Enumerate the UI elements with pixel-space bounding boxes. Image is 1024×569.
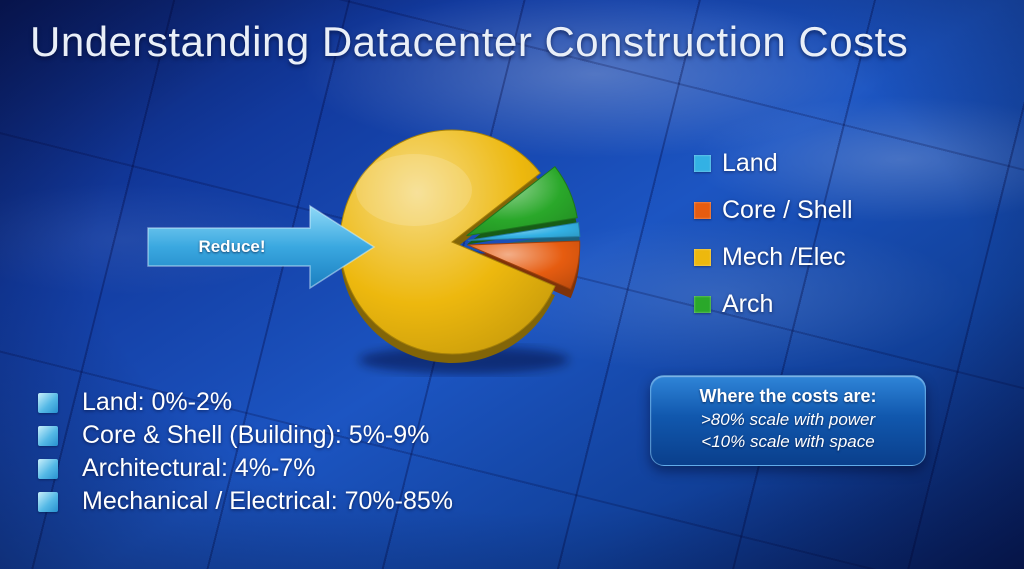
pie-chart-svg: [339, 129, 581, 374]
callout-line-space: <10% scale with space: [701, 431, 875, 451]
pie-legend: Land Core / Shell Mech /Elec Arch: [694, 140, 853, 328]
legend-item-arch: Arch: [694, 281, 853, 328]
bullet-square-icon: [38, 458, 58, 479]
legend-swatch-core-shell: [694, 202, 711, 219]
bullet-architectural-text: Architectural: 4%-7%: [82, 454, 316, 482]
cost-bullet-list: Land: 0%-2% Core & Shell (Building): 5%-…: [38, 386, 453, 518]
callout-title: Where the costs are:: [699, 386, 877, 406]
costs-callout-box: Where the costs are: >80% scale with pow…: [650, 375, 926, 466]
legend-item-core-shell: Core / Shell: [694, 187, 853, 234]
legend-swatch-mech-elec: [694, 249, 711, 266]
bullet-square-icon: [38, 425, 58, 446]
bullet-mechanical-electrical: Mechanical / Electrical: 70%-85%: [38, 485, 453, 518]
legend-swatch-land: [694, 155, 711, 172]
reduce-arrow: Reduce!: [147, 204, 376, 290]
legend-label-mech-elec: Mech /Elec: [722, 243, 846, 271]
legend-swatch-arch: [694, 296, 711, 313]
legend-item-land: Land: [694, 140, 853, 187]
legend-item-mech-elec: Mech /Elec: [694, 234, 853, 281]
bullet-core-shell-text: Core & Shell (Building): 5%-9%: [82, 421, 430, 449]
reduce-arrow-label: Reduce!: [198, 237, 266, 256]
legend-label-land: Land: [722, 149, 778, 177]
bullet-architectural: Architectural: 4%-7%: [38, 452, 453, 485]
bullet-square-icon: [38, 491, 58, 512]
legend-label-core-shell: Core / Shell: [722, 196, 853, 224]
bullet-land-text: Land: 0%-2%: [82, 388, 233, 416]
reduce-arrow-shape: [147, 204, 376, 290]
slide-title: Understanding Datacenter Construction Co…: [30, 18, 909, 65]
bullet-land: Land: 0%-2%: [38, 386, 453, 419]
callout-line-power: >80% scale with power: [700, 410, 876, 429]
bullet-mechanical-electrical-text: Mechanical / Electrical: 70%-85%: [82, 487, 453, 515]
legend-label-arch: Arch: [722, 290, 774, 318]
pie-chart: [322, 118, 602, 390]
bullet-square-icon: [38, 392, 58, 413]
bullet-core-shell: Core & Shell (Building): 5%-9%: [38, 419, 453, 452]
